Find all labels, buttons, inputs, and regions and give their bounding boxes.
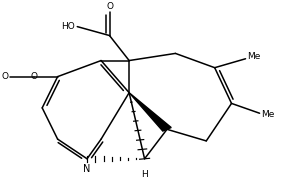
Polygon shape bbox=[129, 93, 171, 131]
Text: H: H bbox=[141, 170, 148, 179]
Text: Me: Me bbox=[247, 52, 260, 62]
Text: N: N bbox=[83, 164, 91, 174]
Text: O: O bbox=[1, 72, 8, 81]
Text: Me: Me bbox=[261, 110, 274, 119]
Text: O: O bbox=[106, 1, 113, 11]
Text: HO: HO bbox=[61, 22, 74, 31]
Text: O: O bbox=[30, 72, 37, 81]
